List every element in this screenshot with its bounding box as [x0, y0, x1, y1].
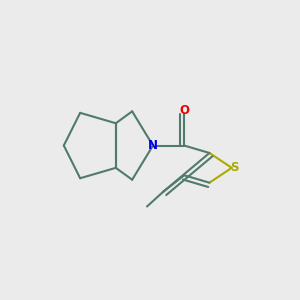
Text: N: N [148, 139, 158, 152]
Text: S: S [230, 161, 239, 174]
Text: O: O [179, 104, 189, 117]
